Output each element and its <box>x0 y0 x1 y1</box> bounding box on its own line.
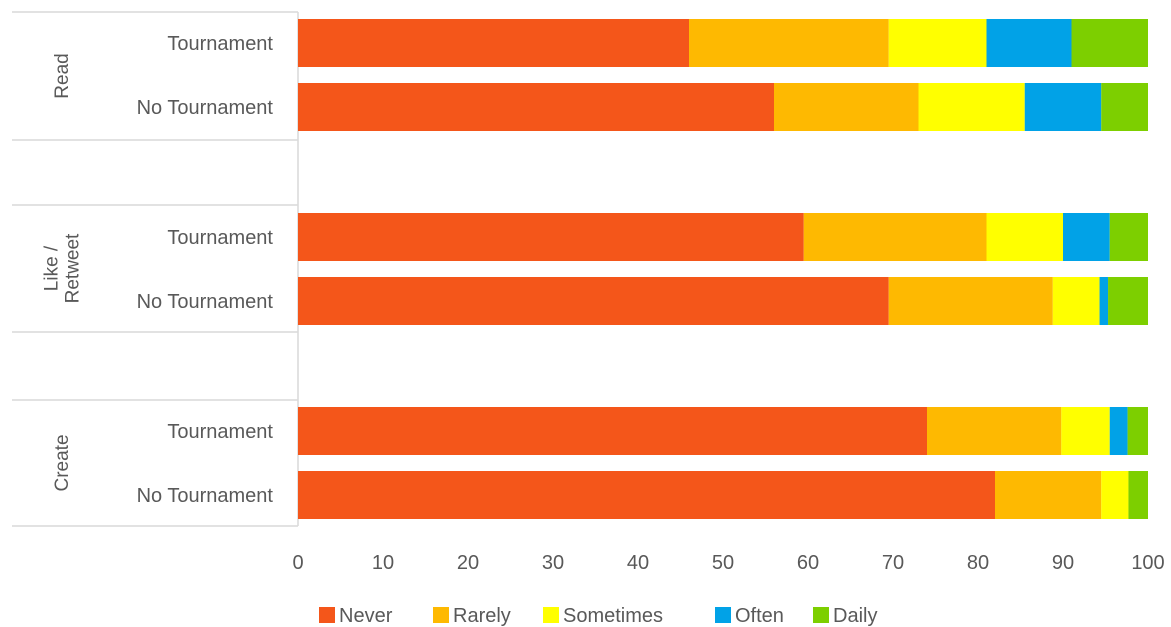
x-tick-label: 40 <box>627 552 649 574</box>
bar-segment-daily <box>1101 83 1148 131</box>
bar-segment-often <box>1024 83 1102 131</box>
bar-segment-sometimes <box>888 19 987 67</box>
bar-segment-never <box>298 19 689 67</box>
bar-segment-rarely <box>927 407 1062 455</box>
bar-segment-rarely <box>774 83 919 131</box>
x-tick-label: 90 <box>1052 552 1074 574</box>
group-labels: Read Like /Retweet Create <box>42 53 84 491</box>
x-tick-label: 30 <box>542 552 564 574</box>
legend-swatch-often <box>715 607 731 623</box>
bar-segment-often <box>986 19 1072 67</box>
bar-segment-daily <box>1109 213 1148 261</box>
x-tick-label: 50 <box>712 552 734 574</box>
bar-segment-rarely <box>888 277 1053 325</box>
legend-swatch-daily <box>813 607 829 623</box>
bar-segment-sometimes <box>918 83 1025 131</box>
category-label: No Tournament <box>137 291 274 313</box>
x-tick-label: 80 <box>967 552 989 574</box>
x-tick-label: 100 <box>1131 552 1164 574</box>
category-labels: Tournament No Tournament Tournament No Tour… <box>137 33 274 507</box>
bar-segment-sometimes <box>1052 277 1100 325</box>
legend-swatch-never <box>319 607 335 623</box>
legend-swatch-sometimes <box>543 607 559 623</box>
bar-segment-never <box>298 471 995 519</box>
bar-segment-often <box>1063 213 1110 261</box>
bars <box>298 19 1148 519</box>
legend-label-rarely: Rarely <box>453 605 511 627</box>
bar-segment-sometimes <box>1101 471 1129 519</box>
x-tick-label: 60 <box>797 552 819 574</box>
bar-segment-never <box>298 277 889 325</box>
bar-segment-never <box>298 83 774 131</box>
legend-label-often: Often <box>735 605 784 627</box>
bar-segment-sometimes <box>1061 407 1110 455</box>
bar-segment-daily <box>1127 407 1148 455</box>
category-label: Tournament <box>167 33 273 55</box>
group-label: Create <box>52 434 73 491</box>
bar-segment-never <box>298 407 927 455</box>
bar-segment-rarely <box>995 471 1102 519</box>
bar-segment-daily <box>1071 19 1148 67</box>
category-label: Tournament <box>167 421 273 443</box>
bar-segment-rarely <box>803 213 987 261</box>
x-tick-label: 20 <box>457 552 479 574</box>
category-label: No Tournament <box>137 97 274 119</box>
bar-segment-rarely <box>689 19 889 67</box>
bar-segment-daily <box>1108 277 1148 325</box>
category-label: Tournament <box>167 227 273 249</box>
x-tick-label: 10 <box>372 552 394 574</box>
bar-segment-often <box>1109 407 1128 455</box>
bar-segment-often <box>1099 277 1109 325</box>
category-label: No Tournament <box>137 485 274 507</box>
legend: Never Rarely Sometimes Often Daily <box>319 605 877 627</box>
legend-swatch-rarely <box>433 607 449 623</box>
bar-segment-never <box>298 213 804 261</box>
legend-label-sometimes: Sometimes <box>563 605 663 627</box>
x-tick-label: 0 <box>292 552 303 574</box>
legend-label-never: Never <box>339 605 393 627</box>
bar-segment-sometimes <box>986 213 1063 261</box>
bar-segment-daily <box>1128 471 1148 519</box>
legend-label-daily: Daily <box>833 605 877 627</box>
group-label: Like /Retweet <box>42 233 84 303</box>
x-axis-tick-labels: 0 10 20 30 40 50 60 70 80 90 100 <box>292 552 1164 574</box>
group-label: Read <box>52 53 73 98</box>
x-tick-label: 70 <box>882 552 904 574</box>
